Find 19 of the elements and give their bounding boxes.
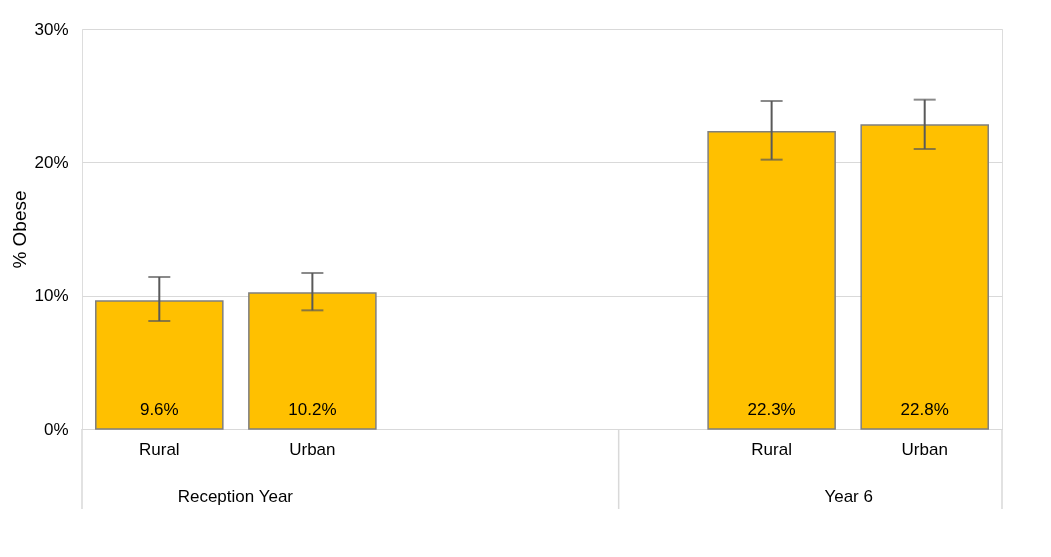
bar: [860, 124, 989, 430]
data-label: 22.3%: [747, 400, 796, 419]
y-tick-label: 20%: [34, 152, 69, 172]
bar: [248, 292, 377, 430]
bar: [707, 130, 836, 430]
y-tick-label: 10%: [34, 286, 69, 306]
y-tick-label: 30%: [34, 19, 69, 39]
data-label: 10.2%: [288, 400, 337, 419]
y-tick-label: 0%: [43, 419, 69, 439]
text: Reception Year: [177, 487, 294, 506]
x-tick-label: Urban: [289, 439, 336, 459]
x-tick-label: Urban: [901, 439, 948, 459]
data-label: 22.8%: [900, 400, 949, 419]
x-tick-label: Rural: [751, 439, 792, 459]
y-axis-title: % Obese: [9, 190, 31, 269]
bar: [95, 300, 224, 430]
text: Year 6: [824, 487, 873, 506]
data-label: 9.6%: [139, 400, 179, 419]
x-tick-label: Rural: [138, 439, 180, 459]
